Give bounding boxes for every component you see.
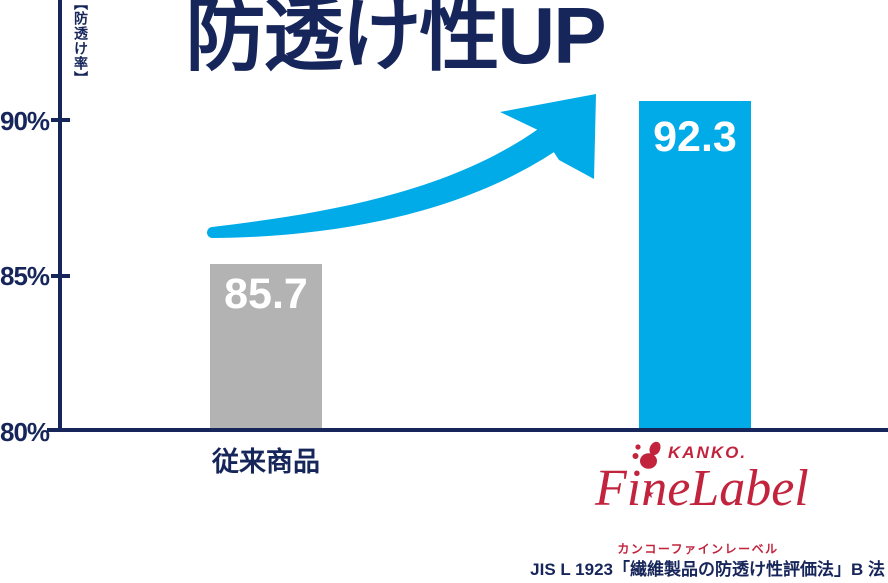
- finelabel-wordmark: FineLabel: [595, 460, 809, 517]
- kanko-flower-icon: [632, 441, 661, 469]
- kanko-finelabel-logo: KANKO. FineLabel ★ カンコーファインレーベル: [595, 436, 809, 558]
- x-category-label-conventional: 従来商品: [212, 447, 320, 477]
- bar-finelabel-product: 92.3: [639, 101, 751, 429]
- logo-reading-text: カンコーファインレーベル: [617, 542, 779, 556]
- y-tick-label-90: 90%: [0, 106, 50, 136]
- bar-value-finelabel: 92.3: [653, 113, 737, 161]
- x-axis-line: [47, 428, 888, 432]
- kanko-wordmark: KANKO.: [668, 443, 748, 462]
- y-axis-label: 【防透け率】: [73, 0, 89, 86]
- y-tick-label-80: 80%: [0, 417, 50, 447]
- y-axis-line: [58, 0, 62, 431]
- kanko-brand-row: KANKO.: [631, 438, 747, 472]
- bar-value-conventional: 85.7: [224, 270, 308, 318]
- star-icon: ★: [644, 487, 655, 501]
- jis-test-method-footnote: JIS L 1923「繊維製品の防透け性評価法」B 法: [530, 560, 885, 579]
- bar-conventional-product: 85.7: [210, 264, 322, 429]
- chart-title: 防透け性UP: [185, 0, 606, 80]
- y-tick-label-85: 85%: [0, 261, 50, 291]
